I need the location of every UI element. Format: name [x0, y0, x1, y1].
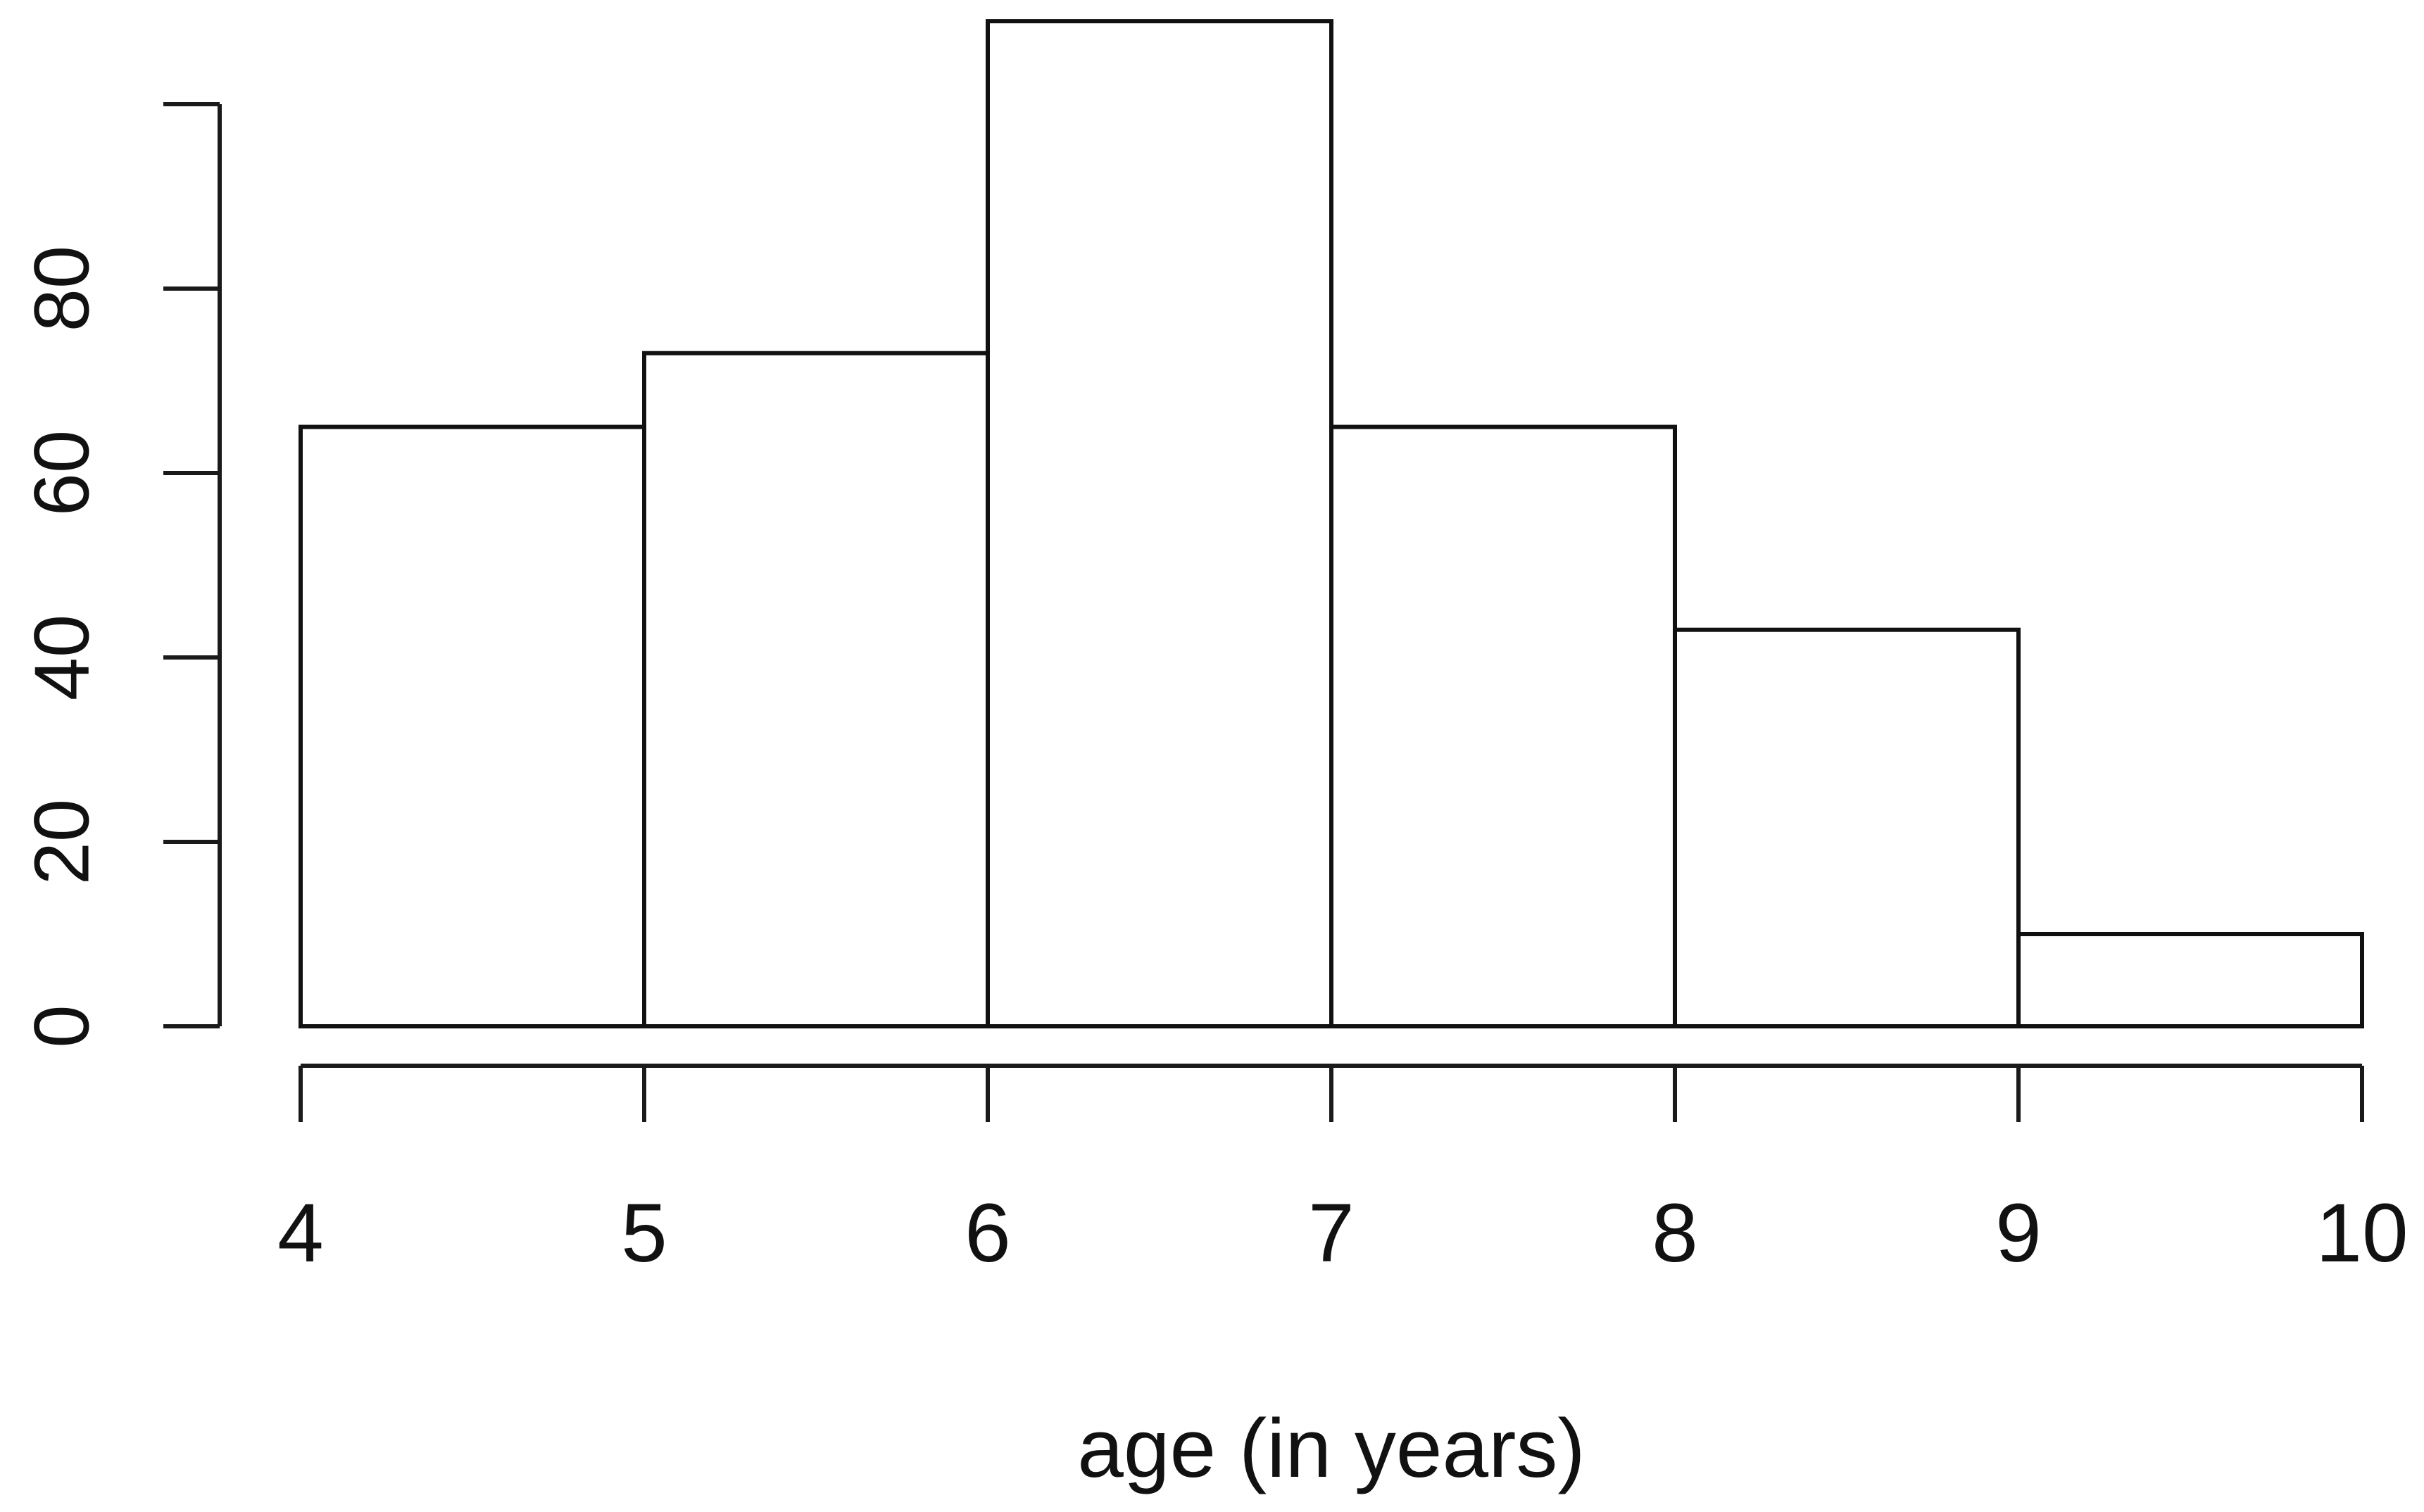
histogram-bar-4 [1329, 424, 1677, 1028]
x-axis: 4 5 6 7 8 9 10 [277, 1064, 2409, 1280]
x-tick-label-7: 7 [1308, 1187, 1355, 1280]
y-tick-label-80: 80 [19, 246, 106, 332]
x-axis-title: age (in years) [1077, 1402, 1585, 1495]
histogram-bar-2 [642, 351, 990, 1028]
bars-layer [299, 19, 2364, 1029]
x-tick-label-6: 6 [965, 1187, 1011, 1280]
y-tick-label-0: 0 [19, 1004, 106, 1047]
y-tick-label-20: 20 [19, 799, 106, 885]
x-tick-label-8: 8 [1652, 1187, 1698, 1280]
x-tick-label-5: 5 [621, 1187, 667, 1280]
histogram-bar-3 [986, 19, 1333, 1029]
y-tick-label-60: 60 [19, 430, 106, 516]
x-tick-label-4: 4 [277, 1187, 324, 1280]
y-tick-label-40: 40 [19, 615, 106, 700]
histogram-bar-1 [299, 424, 646, 1028]
x-tick-label-10: 10 [2316, 1187, 2408, 1280]
histogram-bar-5 [1673, 627, 2021, 1028]
x-tick-label-9: 9 [1995, 1187, 2042, 1280]
histogram-bar-6 [2016, 932, 2364, 1028]
y-axis: 0 20 40 60 80 [19, 102, 222, 1048]
